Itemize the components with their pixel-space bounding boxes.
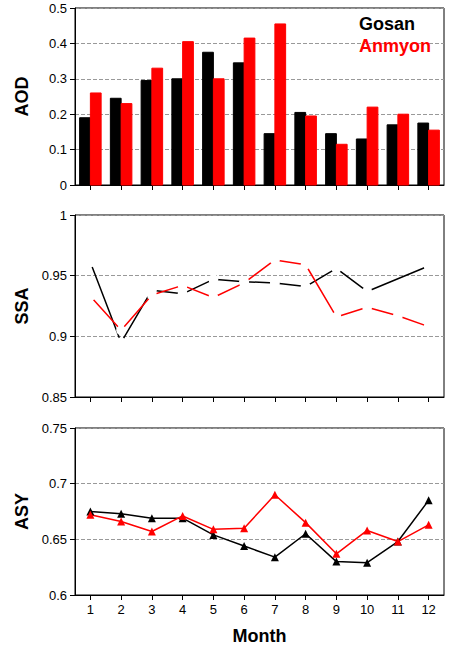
svg-text:Gosan: Gosan: [359, 14, 415, 34]
svg-text:11: 11: [391, 602, 405, 617]
svg-text:0.7: 0.7: [49, 476, 67, 491]
svg-text:0.6: 0.6: [49, 588, 67, 603]
svg-text:0.85: 0.85: [42, 390, 67, 405]
svg-text:AOD: AOD: [12, 77, 32, 117]
svg-text:0: 0: [60, 178, 67, 193]
svg-text:4: 4: [179, 602, 186, 617]
svg-text:0.3: 0.3: [49, 71, 67, 86]
svg-text:9: 9: [333, 602, 340, 617]
svg-text:5: 5: [210, 602, 217, 617]
svg-text:Month: Month: [233, 626, 287, 646]
svg-text:0.4: 0.4: [49, 36, 67, 51]
svg-text:2: 2: [118, 602, 125, 617]
svg-text:7: 7: [271, 602, 278, 617]
svg-text:Anmyon: Anmyon: [359, 36, 431, 56]
svg-text:0.75: 0.75: [42, 421, 67, 436]
svg-text:ASY: ASY: [12, 493, 32, 530]
svg-text:1: 1: [87, 602, 94, 617]
svg-text:12: 12: [421, 602, 435, 617]
svg-text:SSA: SSA: [12, 287, 32, 324]
svg-text:10: 10: [360, 602, 374, 617]
svg-text:1: 1: [60, 208, 67, 223]
svg-text:0.95: 0.95: [42, 268, 67, 283]
svg-text:0.5: 0.5: [49, 1, 67, 16]
svg-text:0.2: 0.2: [49, 107, 67, 122]
svg-text:0.1: 0.1: [49, 142, 67, 157]
svg-text:0.65: 0.65: [42, 532, 67, 547]
svg-text:3: 3: [148, 602, 155, 617]
svg-text:8: 8: [302, 602, 309, 617]
svg-text:0.9: 0.9: [49, 329, 67, 344]
svg-text:6: 6: [241, 602, 248, 617]
